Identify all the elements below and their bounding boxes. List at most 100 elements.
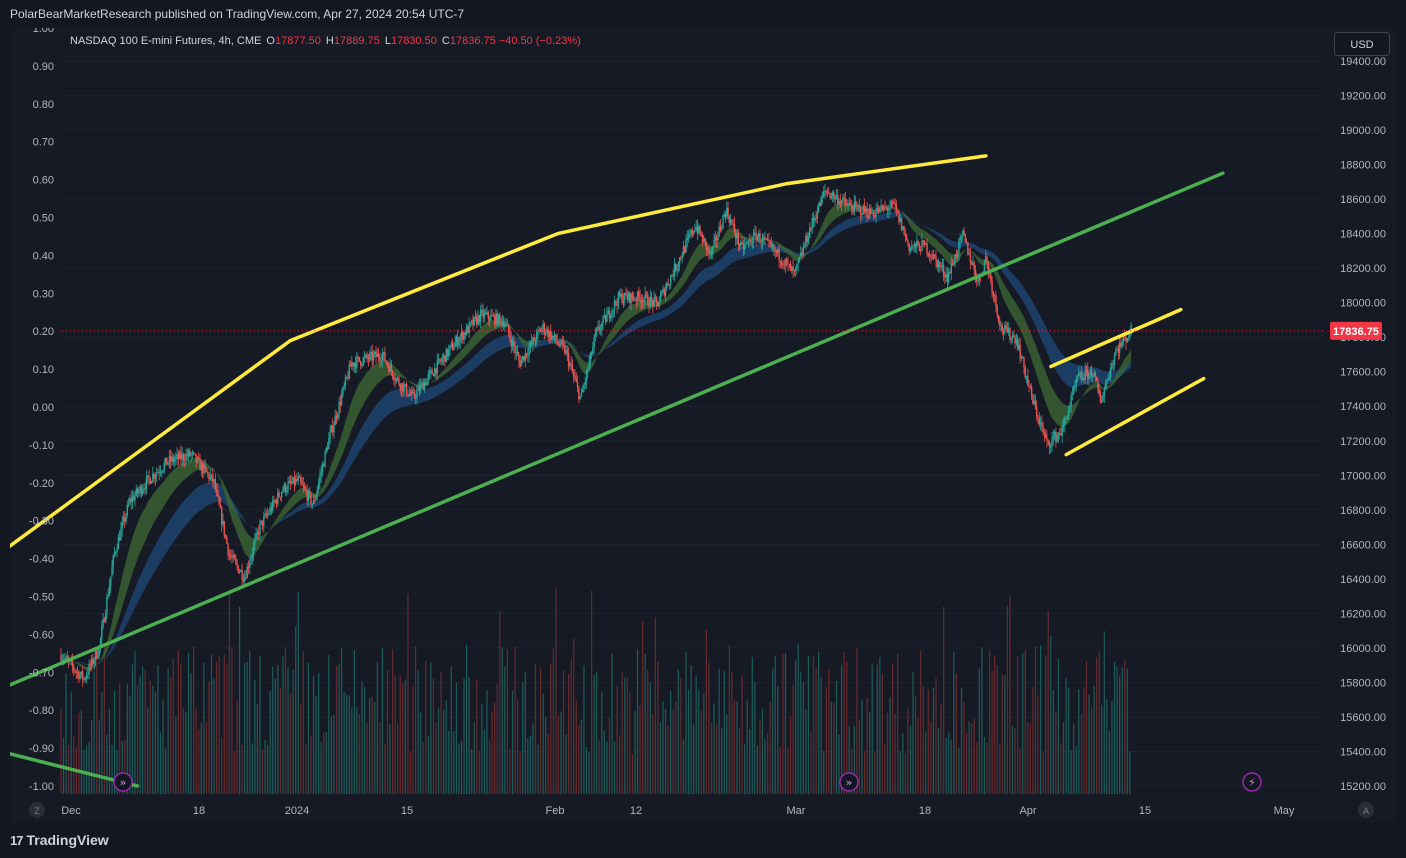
candle-body: [756, 236, 759, 241]
candle-body: [944, 274, 946, 278]
candle-body: [260, 520, 262, 523]
candle-body: [735, 232, 737, 239]
candle-body: [358, 357, 361, 362]
candle-body: [472, 320, 474, 326]
candle-body: [482, 309, 484, 318]
volume-bar: [624, 677, 626, 794]
left-axis: 1.00 0.90 0.80 0.70 0.60 0.50 0.40 0.30 0.20 0.10…: [29, 28, 54, 793]
volume-bar: [777, 685, 779, 794]
candle-body: [1111, 363, 1113, 368]
candle-body: [301, 482, 303, 485]
volume-bar: [195, 708, 197, 794]
candle-body: [761, 236, 764, 244]
candle-body: [419, 384, 422, 391]
candle-body: [993, 295, 996, 297]
volume-bar: [223, 654, 225, 794]
candle-body: [738, 244, 741, 247]
candle-body: [1097, 381, 1099, 391]
currency-button[interactable]: USD: [1334, 32, 1390, 56]
candle-body: [129, 498, 131, 504]
candle-body: [282, 490, 284, 493]
candle-body: [765, 238, 768, 240]
candle-body: [1118, 342, 1121, 353]
volume-bar: [144, 670, 146, 794]
candle-body: [681, 256, 683, 259]
candle-body: [618, 292, 621, 297]
candle-body: [871, 212, 873, 214]
candle-body: [590, 352, 593, 355]
candle-body: [942, 265, 945, 275]
volume-bar: [392, 649, 394, 794]
candle-body: [1014, 336, 1016, 344]
candle-body: [368, 353, 371, 360]
volume-bar: [756, 745, 759, 794]
candle-body: [787, 262, 789, 264]
candle-body: [518, 355, 520, 361]
candle-body: [229, 555, 232, 557]
volume-bar: [167, 668, 169, 794]
volume-bar: [147, 707, 149, 794]
volume-bar: [494, 702, 496, 794]
candle-body: [890, 201, 893, 208]
candle-body: [1013, 335, 1015, 337]
volume-bar: [129, 695, 131, 794]
chart-panel[interactable]: 1.00 0.90 0.80 0.70 0.60 0.50 0.40 0.30 0.20 0.10…: [10, 28, 1396, 822]
volume-bar: [182, 707, 185, 794]
volume-bar: [981, 647, 983, 794]
candle-body: [451, 343, 454, 351]
candle-body: [676, 267, 678, 271]
volume-bar: [213, 678, 215, 794]
candle-body: [962, 230, 964, 237]
candle-body: [140, 486, 143, 494]
volume-bar: [200, 722, 202, 794]
volume-bar: [287, 667, 289, 794]
volume-bar: [70, 691, 72, 794]
volume-bar: [585, 747, 588, 794]
volume-bar: [736, 701, 738, 794]
candle-body: [541, 328, 543, 332]
z-corner-button[interactable]: [29, 802, 45, 818]
volume-bar: [769, 701, 771, 794]
candle-body: [363, 356, 366, 358]
candle-body: [277, 492, 279, 504]
volume-bar: [593, 674, 595, 794]
volume-bar: [547, 733, 549, 794]
candle-body: [85, 675, 88, 679]
volume-bar: [897, 653, 899, 794]
candle-body: [139, 486, 141, 491]
tradingview-logo[interactable]: 17 TradingView: [10, 832, 109, 848]
volume-bar: [80, 710, 83, 794]
candle-body: [533, 337, 535, 342]
candle-body: [1006, 327, 1009, 333]
left-axis-tick: 0.60: [33, 175, 54, 187]
right-axis-tick: 15400.00: [1340, 746, 1386, 758]
left-axis-tick: 0.90: [33, 61, 54, 73]
volume-bar: [922, 686, 924, 794]
candle-body: [677, 264, 680, 268]
candle-body: [635, 299, 637, 302]
candle-body: [783, 265, 785, 267]
candle-body: [454, 342, 456, 348]
candle-body: [763, 236, 765, 240]
candle-body: [1052, 436, 1055, 439]
candle-body: [922, 240, 924, 242]
price-chart[interactable]: 1.00 0.90 0.80 0.70 0.60 0.50 0.40 0.30 0.20 0.10…: [10, 28, 1396, 822]
volume-bar: [172, 657, 174, 794]
candle-body: [122, 517, 125, 523]
candle-body: [203, 464, 205, 474]
candle-body: [224, 535, 227, 537]
candle-body: [585, 370, 588, 382]
candle-body: [1083, 378, 1085, 380]
candle-body: [121, 522, 123, 529]
candle-body: [803, 246, 806, 248]
candle-body: [754, 232, 756, 234]
volume-bar: [726, 714, 728, 794]
candle-body: [212, 474, 214, 483]
candle-body: [289, 480, 292, 484]
candle-body: [153, 473, 155, 479]
volume-bar: [466, 644, 468, 794]
a-corner-button[interactable]: [1358, 802, 1374, 818]
candle-body: [163, 463, 166, 470]
left-axis-tick: -0.10: [29, 440, 54, 452]
candle-body: [296, 479, 298, 481]
